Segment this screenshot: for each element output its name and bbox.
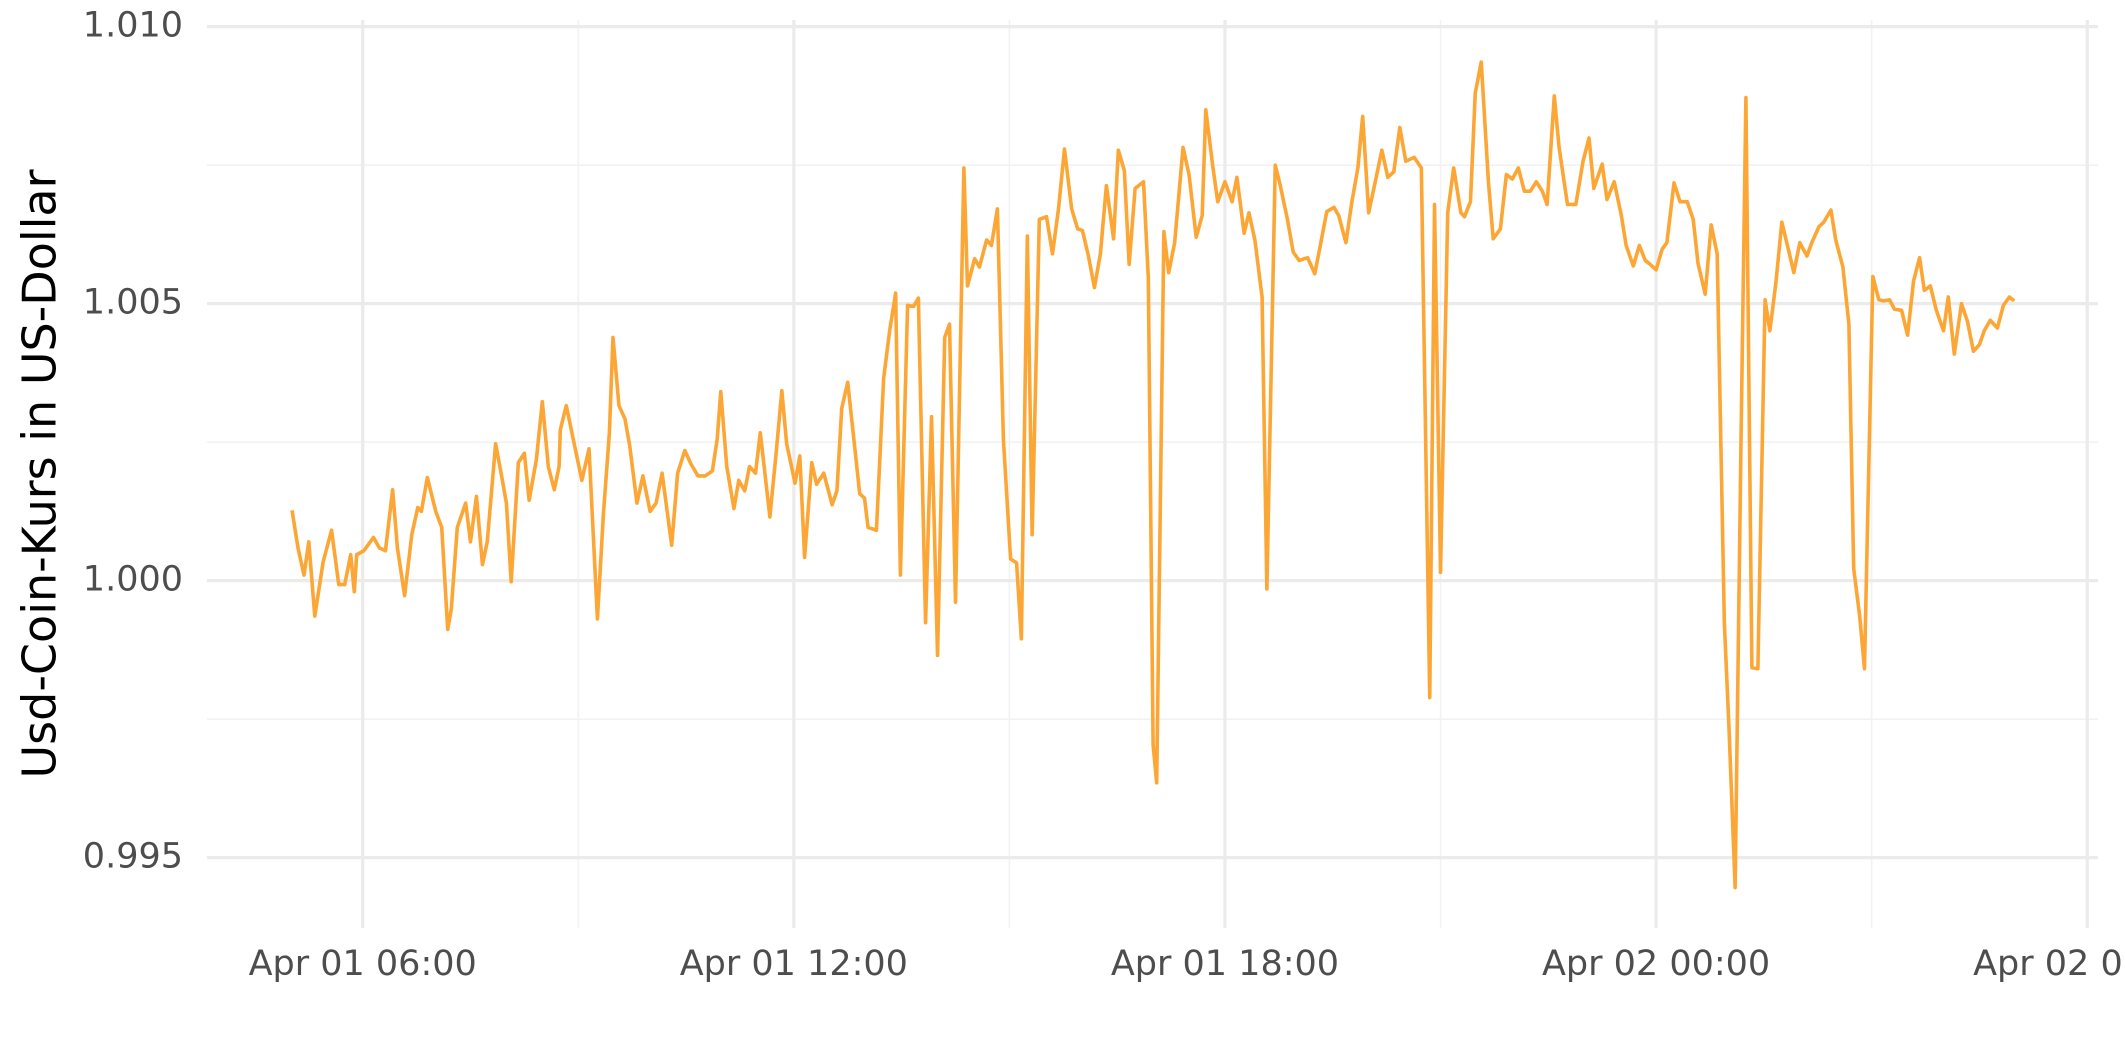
y-tick-label: 1.005 xyxy=(83,283,183,323)
x-tick-label: Apr 01 06:00 xyxy=(249,944,477,984)
x-tick-label: Apr 01 18:00 xyxy=(1111,944,1339,984)
y-tick-label: 1.000 xyxy=(83,560,183,600)
y-axis-label: Usd-Coin-Kurs in US-Dollar xyxy=(13,169,67,778)
x-tick-label: Apr 01 12:00 xyxy=(680,944,908,984)
x-tick-label: Apr 02 00:00 xyxy=(1542,944,1770,984)
price-line xyxy=(290,60,2016,890)
y-tick-label: 0.995 xyxy=(83,837,183,877)
y-tick-label: 1.010 xyxy=(83,6,183,46)
x-tick-label: Apr 02 06:00 xyxy=(1973,944,2125,984)
